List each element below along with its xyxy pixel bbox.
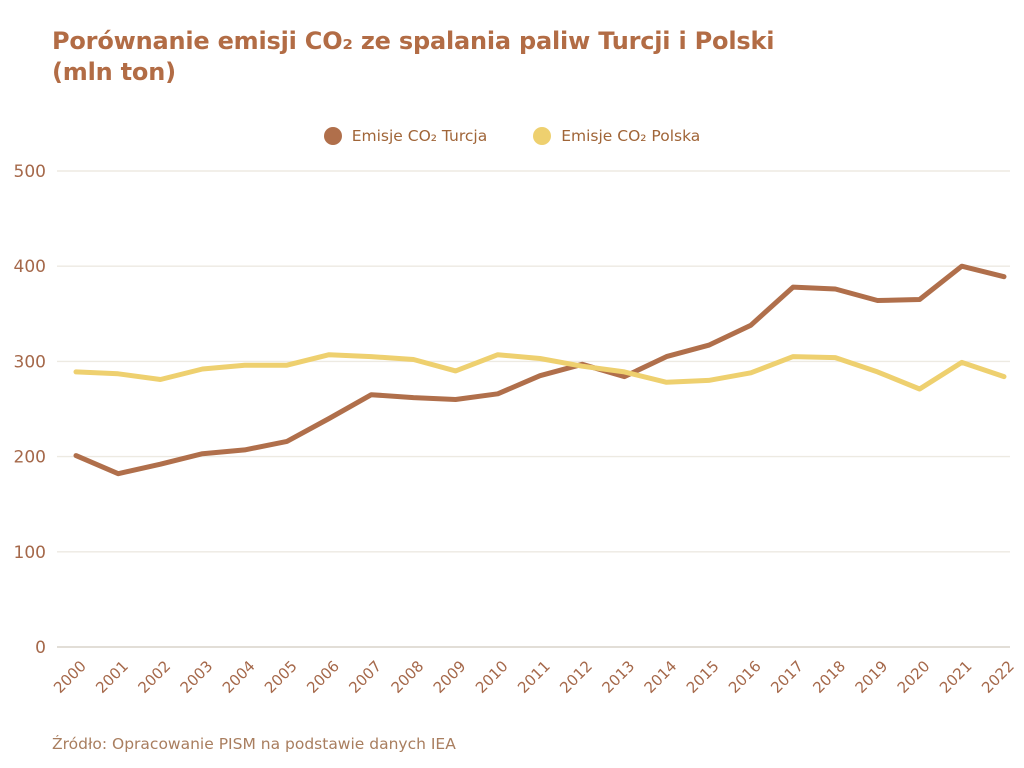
- y-tick-label-400: 400: [14, 257, 46, 277]
- legend-item-turcja: Emisje CO₂ Turcja: [323, 127, 488, 145]
- x-tick-label-2015: 2015: [683, 657, 723, 697]
- chart-title: Porównanie emisji CO₂ ze spalania paliw …: [52, 26, 982, 88]
- turcja-series-dot-icon: [323, 127, 342, 145]
- legend-label-polska: Emisje CO₂ Polska: [561, 127, 701, 145]
- x-tick-label-2005: 2005: [261, 657, 301, 697]
- chart-title-line2: (mln ton): [52, 58, 176, 86]
- chart-title-line1: Porównanie emisji CO₂ ze spalania paliw …: [52, 27, 775, 55]
- legend-item-polska: Emisje CO₂ Polska: [533, 127, 700, 145]
- x-tick-label-2003: 2003: [177, 657, 217, 697]
- x-tick-label-2009: 2009: [430, 657, 470, 697]
- x-tick-label-2016: 2016: [725, 657, 765, 697]
- x-tick-label-2004: 2004: [219, 657, 259, 697]
- x-tick-label-2018: 2018: [809, 657, 849, 697]
- x-tick-label-2007: 2007: [345, 657, 385, 697]
- y-tick-label-100: 100: [14, 543, 46, 563]
- x-tick-label-2008: 2008: [388, 657, 428, 697]
- x-tick-label-2002: 2002: [134, 657, 174, 697]
- chart-legend: Emisje CO₂ Turcja Emisje CO₂ Polska: [0, 127, 1024, 145]
- x-tick-label-2000: 2000: [50, 657, 90, 697]
- series-line-polska: [73, 352, 1007, 392]
- y-tick-label-0: 0: [35, 638, 46, 658]
- legend-label-turcja: Emisje CO₂ Turcja: [351, 127, 488, 145]
- x-tick-label-2006: 2006: [303, 657, 343, 697]
- x-tick-label-2012: 2012: [556, 657, 596, 697]
- x-tick-label-2019: 2019: [852, 657, 892, 697]
- x-tick-label-2010: 2010: [472, 657, 512, 697]
- x-tick-label-2013: 2013: [598, 657, 638, 697]
- y-tick-label-300: 300: [14, 352, 46, 372]
- y-tick-label-200: 200: [14, 448, 46, 468]
- x-tick-label-2017: 2017: [767, 657, 807, 697]
- source-note: Źródło: Opracowanie PISM na podstawie da…: [52, 735, 456, 753]
- x-tick-label-2014: 2014: [641, 657, 681, 697]
- x-tick-label-2011: 2011: [514, 657, 554, 697]
- x-tick-label-2020: 2020: [894, 657, 934, 697]
- polska-series-dot-icon: [533, 127, 552, 145]
- x-tick-label-2001: 2001: [92, 657, 132, 697]
- y-tick-label-500: 500: [14, 162, 46, 182]
- x-tick-label-2022: 2022: [978, 657, 1018, 697]
- series-line-turcja: [73, 263, 1007, 477]
- x-tick-label-2021: 2021: [936, 657, 976, 697]
